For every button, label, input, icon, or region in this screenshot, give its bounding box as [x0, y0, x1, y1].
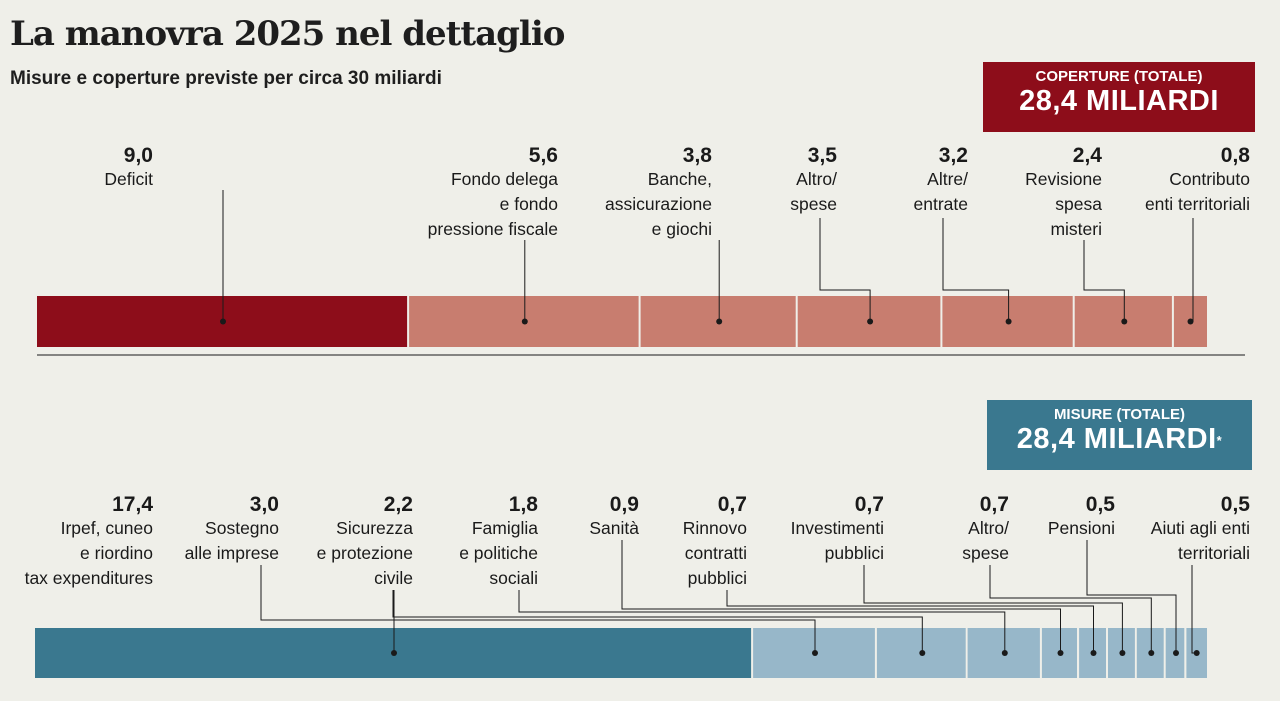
coperture-category-label-revisione-spesa-misteri-1: Revisione: [1025, 169, 1102, 189]
misure-value-label-aiuti-agli-enti-territoriali: 0,5: [1221, 493, 1251, 516]
misure-category-label-sostegno-alle-imprese-1: Sostegno: [205, 518, 279, 538]
misure-leader-line-altro-spese: [989, 565, 1152, 653]
misure-marker-dot-altro-spese: [1148, 650, 1155, 656]
coperture-value-label-contributo-enti-territoriali: 0,8: [1221, 144, 1251, 167]
coperture-total-box: COPERTURE (TOTALE) 28,4 MILIARDI: [983, 62, 1255, 132]
coperture-value-label-fondo-delega-e-fondo-pressione-fiscale: 5,6: [529, 144, 558, 167]
misure-leader-line-pensioni: [1086, 540, 1177, 653]
misure-category-label-irpef-cuneo-e-riordino-tax-expenditures-2: e riordino: [80, 543, 153, 563]
coperture-marker-dot-revisione-spesa-misteri: [1121, 318, 1128, 325]
coperture-total-label: COPERTURE (TOTALE): [1035, 68, 1203, 85]
misure-value-label-investimenti-pubblici: 0,7: [855, 493, 884, 516]
misure-value-label-sanita: 0,9: [610, 493, 639, 516]
coperture-marker-dot-deficit: [220, 318, 226, 325]
misure-leader-line-sicurezza-e-protezione-civile: [392, 590, 923, 653]
misure-marker-dot-sanita: [1057, 650, 1064, 656]
misure-leader-line-rinnovo-contratti-pubblici: [726, 590, 1094, 653]
coperture-category-label-banche-assicurazione-e-giochi-3: e giochi: [652, 219, 712, 239]
misure-total-value: 28,4 MILIARDI: [1016, 423, 1217, 455]
coperture-marker-dot-fondo-delega-e-fondo-pressione-fiscale: [521, 318, 528, 325]
misure-marker-dot-irpef-cuneo-e-riordino-tax-expenditures: [391, 650, 397, 656]
footnote-mark: *: [1216, 433, 1223, 448]
coperture-marker-dot-contributo-enti-territoriali: [1187, 318, 1194, 325]
misure-category-label-rinnovo-contratti-pubblici-3: pubblici: [688, 568, 747, 588]
coperture-category-label-contributo-enti-territoriali-2: enti territoriali: [1145, 194, 1250, 214]
misure-category-label-rinnovo-contratti-pubblici-1: Rinnovo: [683, 518, 747, 538]
misure-marker-dot-sostegno-alle-imprese: [812, 650, 818, 656]
misure-category-label-sicurezza-e-protezione-civile-1: Sicurezza: [336, 518, 413, 538]
misure-category-label-aiuti-agli-enti-territoriali-2: territoriali: [1178, 543, 1250, 563]
misure-marker-dot-aiuti-agli-enti-territoriali: [1193, 650, 1200, 656]
misure-leader-line-sanita: [621, 540, 1061, 653]
coperture-category-label-fondo-delega-e-fondo-pressione-fiscale-2: e fondo: [500, 194, 558, 214]
coperture-category-label-revisione-spesa-misteri-3: misteri: [1050, 219, 1102, 239]
misure-category-label-irpef-cuneo-e-riordino-tax-expenditures-3: tax expenditures: [25, 568, 154, 588]
coperture-category-label-altro-spese-1: Altro/: [796, 169, 837, 189]
misure-leader-line-investimenti-pubblici: [863, 565, 1123, 653]
coperture-leader-line-revisione-spesa-misteri: [1083, 240, 1125, 322]
misure-category-label-altro-spese-2: spese: [962, 543, 1009, 563]
misure-marker-dot-pensioni: [1173, 650, 1179, 656]
coperture-value-label-altre-entrate: 3,2: [939, 144, 968, 167]
misure-total-box: MISURE (TOTALE) 28,4 MILIARDI*: [987, 400, 1252, 470]
misure-marker-dot-investimenti-pubblici: [1119, 650, 1126, 656]
coperture-category-label-fondo-delega-e-fondo-pressione-fiscale-3: pressione fiscale: [428, 219, 558, 239]
misure-value-label-famiglia-e-politiche-sociali: 1,8: [509, 493, 539, 516]
misure-marker-dot-famiglia-e-politiche-sociali: [1001, 650, 1008, 656]
misure-category-label-sanita-1: Sanità: [589, 518, 639, 538]
coperture-total-value: 28,4 MILIARDI: [1019, 85, 1219, 117]
page-title: La manovra 2025 nel dettaglio: [10, 14, 565, 54]
misure-leader-line-famiglia-e-politiche-sociali: [518, 590, 1006, 653]
misure-category-label-famiglia-e-politiche-sociali-1: Famiglia: [472, 518, 538, 538]
misure-category-label-aiuti-agli-enti-territoriali-1: Aiuti agli enti: [1151, 518, 1250, 538]
misure-value-label-sicurezza-e-protezione-civile: 2,2: [384, 493, 413, 516]
coperture-value-label-deficit: 9,0: [124, 144, 153, 167]
misure-value-label-altro-spese: 0,7: [980, 493, 1009, 516]
misure-category-label-pensioni-1: Pensioni: [1048, 518, 1115, 538]
coperture-value-label-revisione-spesa-misteri: 2,4: [1073, 144, 1103, 167]
page-subtitle: Misure e coperture previste per circa 30…: [10, 68, 442, 89]
coperture-category-label-banche-assicurazione-e-giochi-1: Banche,: [648, 169, 712, 189]
misure-value-label-rinnovo-contratti-pubblici: 0,7: [718, 493, 747, 516]
coperture-leader-line-altro-spese: [819, 218, 871, 322]
coperture-category-label-revisione-spesa-misteri-2: spesa: [1055, 194, 1102, 214]
misure-value-label-sostegno-alle-imprese: 3,0: [250, 493, 279, 516]
misure-total-label: MISURE (TOTALE): [1053, 406, 1186, 423]
coperture-category-label-altre-entrate-1: Altre/: [927, 169, 968, 189]
coperture-value-label-altro-spese: 3,5: [808, 144, 838, 167]
coperture-category-label-deficit-1: Deficit: [104, 169, 153, 189]
misure-value-label-pensioni: 0,5: [1086, 493, 1116, 516]
misure-marker-dot-rinnovo-contratti-pubblici: [1090, 650, 1097, 656]
misure-category-label-investimenti-pubblici-2: pubblici: [825, 543, 884, 563]
misure-category-label-sicurezza-e-protezione-civile-3: civile: [374, 568, 413, 588]
coperture-marker-dot-banche-assicurazione-e-giochi: [716, 318, 723, 325]
misure-category-label-famiglia-e-politiche-sociali-2: e politiche: [459, 543, 538, 563]
coperture-leader-line-altre-entrate: [942, 218, 1010, 322]
misure-category-label-famiglia-e-politiche-sociali-3: sociali: [489, 568, 538, 588]
coperture-marker-dot-altro-spese: [867, 318, 874, 325]
coperture-marker-dot-altre-entrate: [1005, 318, 1012, 325]
coperture-category-label-altro-spese-2: spese: [790, 194, 837, 214]
coperture-category-label-fondo-delega-e-fondo-pressione-fiscale-1: Fondo delega: [451, 169, 558, 189]
misure-category-label-rinnovo-contratti-pubblici-2: contratti: [685, 543, 747, 563]
misure-category-label-sicurezza-e-protezione-civile-2: e protezione: [317, 543, 413, 563]
misure-value-label-irpef-cuneo-e-riordino-tax-expenditures: 17,4: [112, 493, 153, 516]
coperture-value-label-banche-assicurazione-e-giochi: 3,8: [683, 144, 713, 167]
misure-leader-line-sostegno-alle-imprese: [260, 565, 816, 653]
misure-category-label-irpef-cuneo-e-riordino-tax-expenditures-1: Irpef, cuneo: [61, 518, 153, 538]
coperture-category-label-banche-assicurazione-e-giochi-2: assicurazione: [605, 194, 712, 214]
misure-category-label-investimenti-pubblici-1: Investimenti: [791, 518, 884, 538]
misure-category-label-sostegno-alle-imprese-2: alle imprese: [185, 543, 279, 563]
coperture-category-label-contributo-enti-territoriali-1: Contributo: [1169, 169, 1250, 189]
misure-marker-dot-sicurezza-e-protezione-civile: [919, 650, 926, 656]
misure-category-label-altro-spese-1: Altro/: [968, 518, 1009, 538]
coperture-category-label-altre-entrate-2: entrate: [914, 194, 968, 214]
